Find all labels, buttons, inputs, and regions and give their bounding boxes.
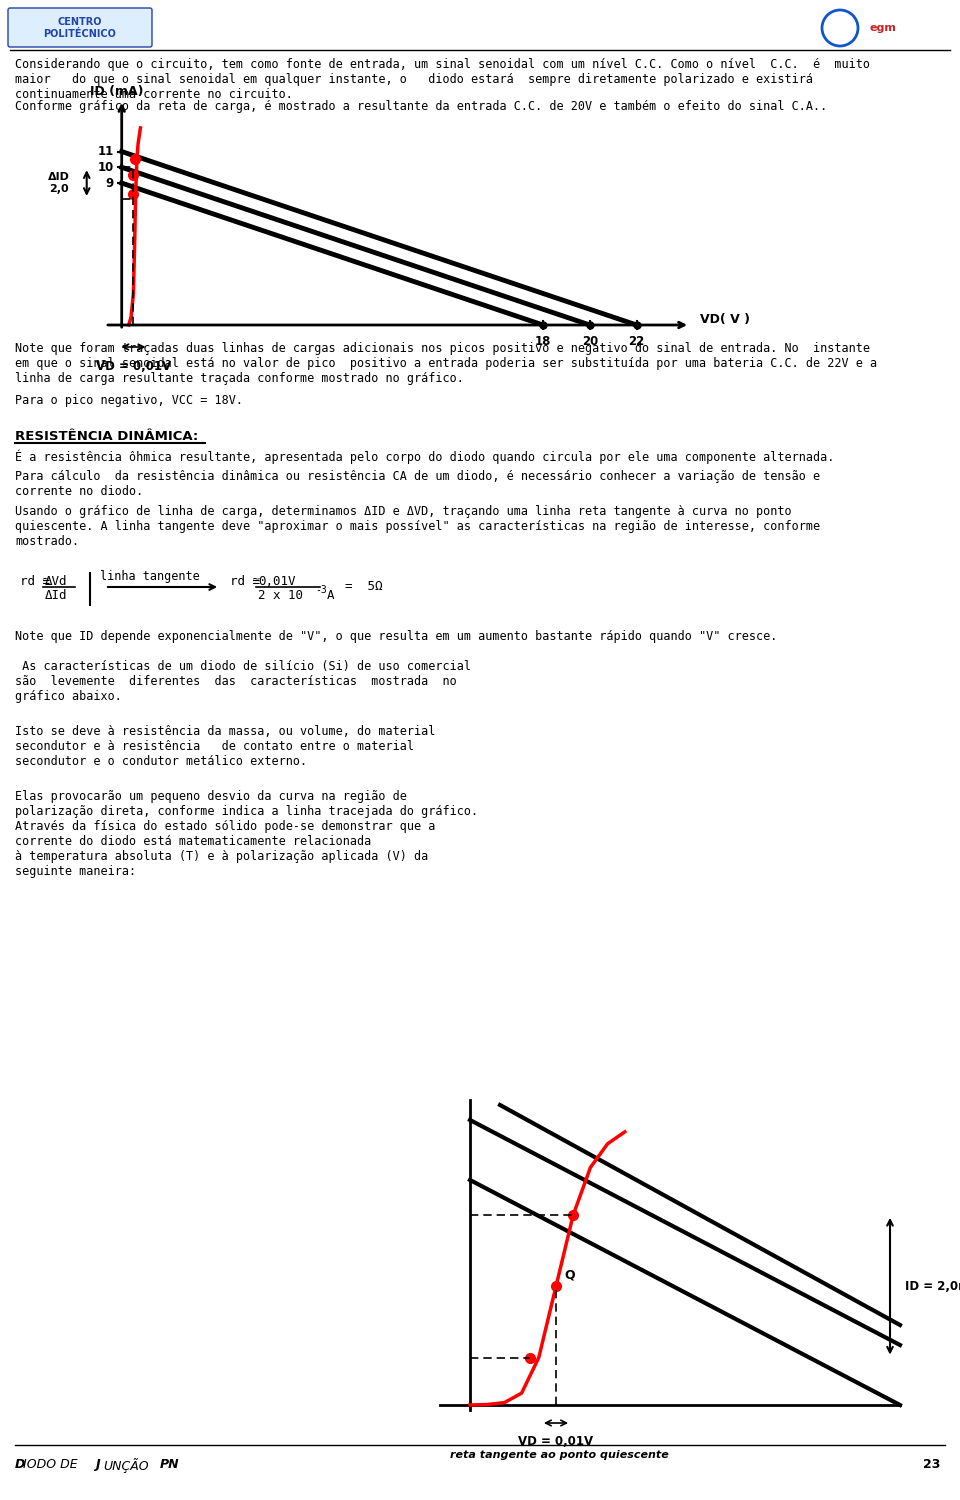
Text: J: J (95, 1458, 100, 1472)
Text: 11: 11 (98, 146, 113, 158)
Text: A: A (327, 590, 334, 602)
Text: 22: 22 (629, 334, 645, 348)
Text: ΔVd: ΔVd (45, 574, 67, 588)
Text: egm: egm (870, 22, 897, 33)
Text: -3: -3 (315, 585, 326, 596)
Text: rd ≅: rd ≅ (230, 574, 260, 588)
Text: Q: Q (564, 1269, 575, 1281)
Text: Isto se deve à resistência da massa, ou volume, do material
secondutor e à resis: Isto se deve à resistência da massa, ou … (15, 724, 436, 768)
Text: 20: 20 (582, 334, 598, 348)
Text: Note que ID depende exponencialmente de "V", o que resulta em um aumento bastant: Note que ID depende exponencialmente de … (15, 630, 778, 644)
Text: 9: 9 (106, 177, 113, 189)
FancyBboxPatch shape (8, 8, 152, 46)
Text: 18: 18 (535, 334, 551, 348)
Text: Conforme gráfico da reta de carga, é mostrado a resultante da entrada C.C. de 20: Conforme gráfico da reta de carga, é mos… (15, 100, 828, 112)
Text: reta tangente ao ponto quiescente: reta tangente ao ponto quiescente (450, 1450, 669, 1460)
Text: Para o pico negativo, VCC = 18V.: Para o pico negativo, VCC = 18V. (15, 394, 243, 406)
Text: PN: PN (160, 1458, 180, 1472)
Text: ΔId: ΔId (45, 590, 67, 602)
Text: 2 x 10: 2 x 10 (258, 590, 303, 602)
Text: rd ≅: rd ≅ (20, 574, 50, 588)
Text: VD = 0,01V: VD = 0,01V (96, 360, 171, 374)
Text: D: D (15, 1458, 25, 1472)
Text: ID (mA): ID (mA) (90, 86, 143, 98)
Text: Considerando que o circuito, tem como fonte de entrada, um sinal senoidal com um: Considerando que o circuito, tem como fo… (15, 58, 870, 100)
Text: 10: 10 (98, 160, 113, 174)
Text: 23: 23 (923, 1458, 940, 1472)
Text: CENTRO
POLITÉCNICO: CENTRO POLITÉCNICO (43, 16, 116, 39)
Text: VD = 0,01V: VD = 0,01V (518, 1436, 593, 1448)
Text: 0,01V: 0,01V (258, 574, 296, 588)
Text: As características de um diodo de silício (Si) de uso comercial
são  levemente  : As características de um diodo de silíci… (15, 660, 471, 704)
Text: Usando o gráfico de linha de carga, determinamos ΔID e ΔVD, traçando uma linha r: Usando o gráfico de linha de carga, dete… (15, 506, 820, 548)
Text: ΔID
2,0: ΔID 2,0 (48, 172, 70, 194)
Text: VD( V ): VD( V ) (700, 314, 750, 327)
Text: ID = 2,0mA: ID = 2,0mA (905, 1280, 960, 1293)
Text: linha tangente: linha tangente (100, 570, 200, 584)
Text: Note que foram traçadas duas linhas de cargas adicionais nos picos positivo e ne: Note que foram traçadas duas linhas de c… (15, 342, 877, 386)
Text: IODO DE: IODO DE (23, 1458, 78, 1472)
Text: É a resistência ôhmica resultante, apresentada pelo corpo do diodo quando circul: É a resistência ôhmica resultante, apres… (15, 450, 834, 465)
Text: UNÇÃO: UNÇÃO (103, 1458, 149, 1473)
Text: Elas provocarão um pequeno desvio da curva na região de
polarização direta, conf: Elas provocarão um pequeno desvio da cur… (15, 790, 478, 877)
Text: Para cálculo  da resistência dinâmica ou resistência CA de um diodo, é necessári: Para cálculo da resistência dinâmica ou … (15, 470, 820, 498)
Text: =  5Ω: = 5Ω (345, 580, 382, 594)
Text: RESISTÊNCIA DINÂMICA:: RESISTÊNCIA DINÂMICA: (15, 430, 199, 442)
